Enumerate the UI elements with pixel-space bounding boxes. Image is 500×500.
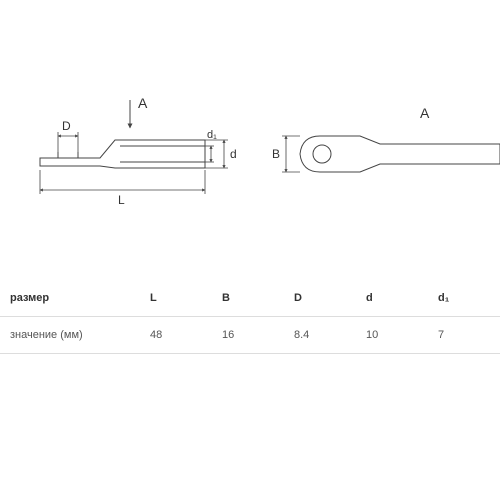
val-d1: 7 — [428, 317, 500, 354]
label-L: L — [118, 193, 125, 207]
label-A-side: A — [138, 95, 148, 111]
col-D: D — [284, 280, 356, 317]
label-B: B — [272, 147, 280, 161]
col-d1: d₁ — [428, 280, 500, 317]
side-view — [40, 140, 205, 168]
col-d: d — [356, 280, 428, 317]
val-B: 16 — [212, 317, 284, 354]
dim-d: d — [205, 140, 237, 168]
dimensions-table: размер L B D d d₁ значение (мм) 48 16 8.… — [0, 280, 500, 354]
table-row: значение (мм) 48 16 8.4 10 7 — [0, 317, 500, 354]
label-A-top: A — [420, 105, 430, 121]
label-D: D — [62, 119, 71, 133]
dim-d1: d₁ — [205, 129, 217, 162]
diagram-area: A D d d₁ — [0, 80, 500, 230]
header-label: размер — [0, 280, 140, 317]
label-d: d — [230, 147, 237, 161]
val-d: 10 — [356, 317, 428, 354]
val-D: 8.4 — [284, 317, 356, 354]
table-header-row: размер L B D d d₁ — [0, 280, 500, 317]
dim-L: L — [40, 170, 205, 207]
top-view — [300, 136, 500, 172]
view-arrow-A: A — [130, 95, 148, 128]
label-d1: d₁ — [207, 129, 217, 141]
col-L: L — [140, 280, 212, 317]
val-L: 48 — [140, 317, 212, 354]
dim-D: D — [58, 119, 78, 152]
lug-diagram-svg: A D d d₁ — [0, 80, 500, 240]
dim-B: B — [272, 136, 300, 172]
col-B: B — [212, 280, 284, 317]
row-label: значение (мм) — [0, 317, 140, 354]
